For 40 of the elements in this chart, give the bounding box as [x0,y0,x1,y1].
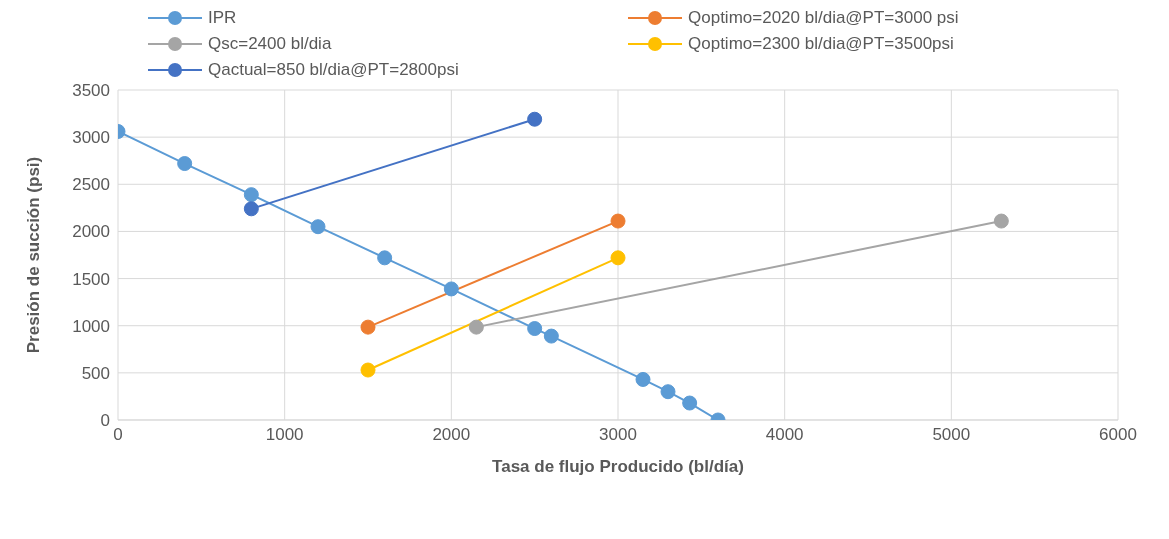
point [310,219,326,235]
x-tick-label: 4000 [765,425,804,445]
x-tick-label: 1000 [265,425,304,445]
y-tick-label: 2000 [72,222,110,242]
x-tick-label: 3000 [599,425,637,445]
point [443,281,459,297]
y-axis-title: Presión de succión (psi) [24,156,44,354]
legend-label: Qoptimo=2020 bl/dia@PT=3000 psi [688,8,959,28]
y-tick-label: 3500 [72,81,110,101]
x-tick-label: 5000 [932,425,971,445]
legend-label: IPR [208,8,237,28]
point [610,213,626,229]
legend-label: Qactual=850 bl/dia@PT=2800psi [208,60,459,80]
y-tick-label: 3000 [72,128,110,148]
point [527,321,543,337]
point [360,319,376,335]
x-tick-label: 2000 [432,425,471,445]
y-tick-label: 500 [81,363,110,383]
point [177,156,193,172]
point [682,395,698,411]
point [993,213,1009,229]
y-tick-label: 1500 [72,269,110,289]
x-axis-title: Tasa de flujo Producido (bl/día) [492,457,744,476]
y-tick-label: 1000 [72,316,110,336]
y-tick-label: 0 [100,411,110,431]
point [610,250,626,266]
x-tick-label: 6000 [1099,425,1137,445]
y-tick-label: 2500 [72,175,110,195]
point [635,371,651,387]
point [527,111,543,127]
point [543,328,559,344]
point [360,362,376,378]
point [660,384,676,400]
point [243,187,259,203]
legend-label: Qsc=2400 bl/dia [208,34,332,54]
point [468,319,484,335]
point [377,250,393,266]
point [243,201,259,217]
x-tick-label: 0 [113,425,123,445]
legend-label: Qoptimo=2300 bl/dia@PT=3500psi [688,34,954,54]
